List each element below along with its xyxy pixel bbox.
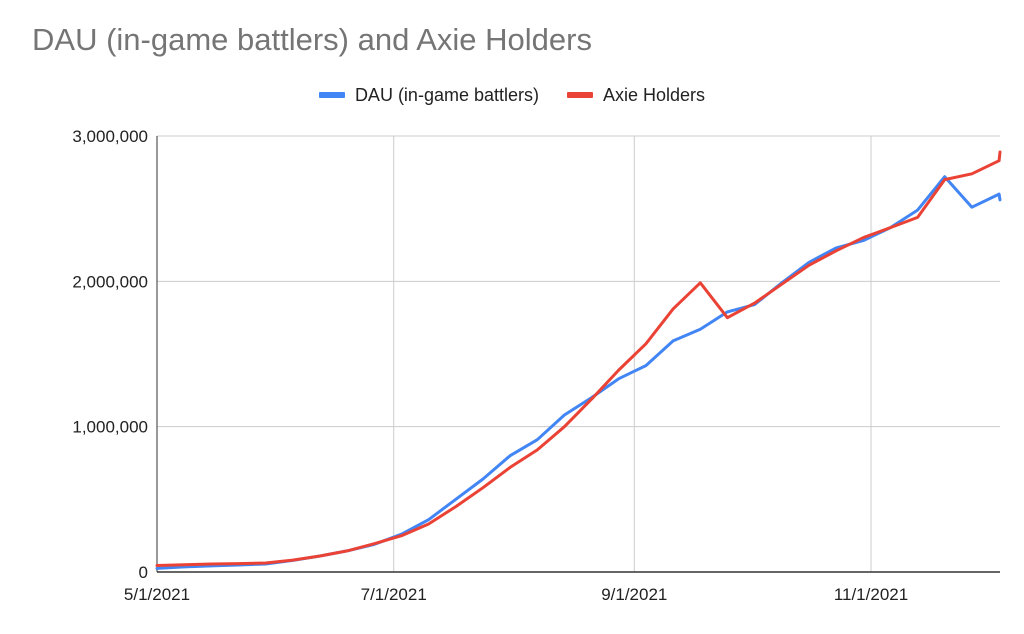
x-tick-labels: 5/1/2021 7/1/2021 9/1/2021 11/1/2021: [124, 585, 908, 604]
grid-lines: [157, 135, 1000, 428]
y-tick-label: 3,000,000: [72, 127, 148, 146]
x-tick-label: 7/1/2021: [361, 585, 427, 604]
y-tick-labels: 0 1,000,000 2,000,000 3,000,000: [72, 127, 148, 582]
y-tick-label: 1,000,000: [72, 418, 148, 437]
series-lines: [155, 150, 1002, 570]
legend: DAU (in-game battlers) Axie Holders: [0, 82, 1024, 108]
y-tick-label: 0: [139, 563, 148, 582]
series-line-axie-holders[interactable]: [155, 150, 1002, 567]
x-tick-label: 5/1/2021: [124, 585, 190, 604]
axes: [156, 136, 1000, 573]
x-tick-label: 11/1/2021: [834, 585, 908, 604]
chart-title: DAU (in-game battlers) and Axie Holders: [32, 22, 592, 57]
y-tick-label: 2,000,000: [72, 272, 148, 291]
legend-swatch-dau: [318, 92, 345, 98]
x-tick-label: 9/1/2021: [601, 585, 667, 604]
x-grid-lines: [393, 136, 872, 572]
legend-item-holders[interactable]: Axie Holders: [567, 85, 705, 106]
legend-item-dau[interactable]: DAU (in-game battlers): [318, 84, 539, 106]
legend-label-dau: DAU (in-game battlers): [354, 84, 539, 105]
legend-label-holders: Axie Holders: [603, 84, 706, 105]
legend-swatch-holders: [567, 92, 593, 98]
